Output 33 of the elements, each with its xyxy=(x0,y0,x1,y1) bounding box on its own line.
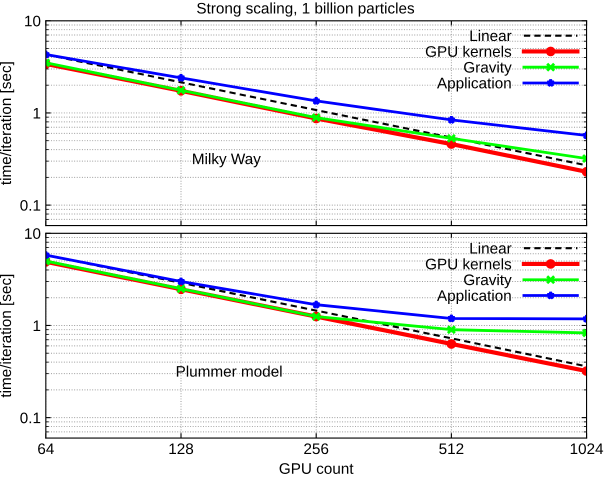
y-tick-label: 10 xyxy=(25,16,40,26)
x-tick-label: 128 xyxy=(169,443,194,454)
legend-label: Gravity xyxy=(464,274,512,288)
legend-label: Linear xyxy=(470,30,512,42)
legend-label: Application xyxy=(436,77,511,92)
point xyxy=(176,276,186,286)
point xyxy=(176,73,186,82)
y-tick-label: 1 xyxy=(34,320,40,331)
y-tick-label: 0.1 xyxy=(20,200,40,211)
point xyxy=(446,133,456,144)
legend-label: Linear xyxy=(470,242,512,254)
y-axis-title: time/iteration [sec] xyxy=(0,62,14,185)
legend-label: Gravity xyxy=(464,61,512,76)
point xyxy=(446,314,456,323)
y-tick-label: 1 xyxy=(34,108,40,118)
chart-title: Strong scaling, 1 billion particles xyxy=(197,2,414,17)
point xyxy=(446,339,456,349)
x-tick-label: 512 xyxy=(439,443,464,454)
x-tick-label: 256 xyxy=(304,443,328,454)
annotation: Milky Way xyxy=(193,153,261,168)
legend-label: Application xyxy=(436,290,511,304)
x-tick-label: 64 xyxy=(38,443,54,454)
annotation: Plummer model xyxy=(176,366,282,377)
point xyxy=(312,96,321,106)
y-axis-title: time/iteration [sec] xyxy=(0,274,14,398)
x-axis-title: GPU count xyxy=(280,463,354,474)
legend-label: GPU kernels xyxy=(426,46,512,57)
y-tick-label: 0.1 xyxy=(20,412,40,424)
point xyxy=(312,300,321,309)
y-tick-label: 10 xyxy=(25,228,40,239)
point xyxy=(446,115,456,124)
x-tick-label: 1024 xyxy=(570,443,604,454)
legend-label: GPU kernels xyxy=(426,258,512,270)
